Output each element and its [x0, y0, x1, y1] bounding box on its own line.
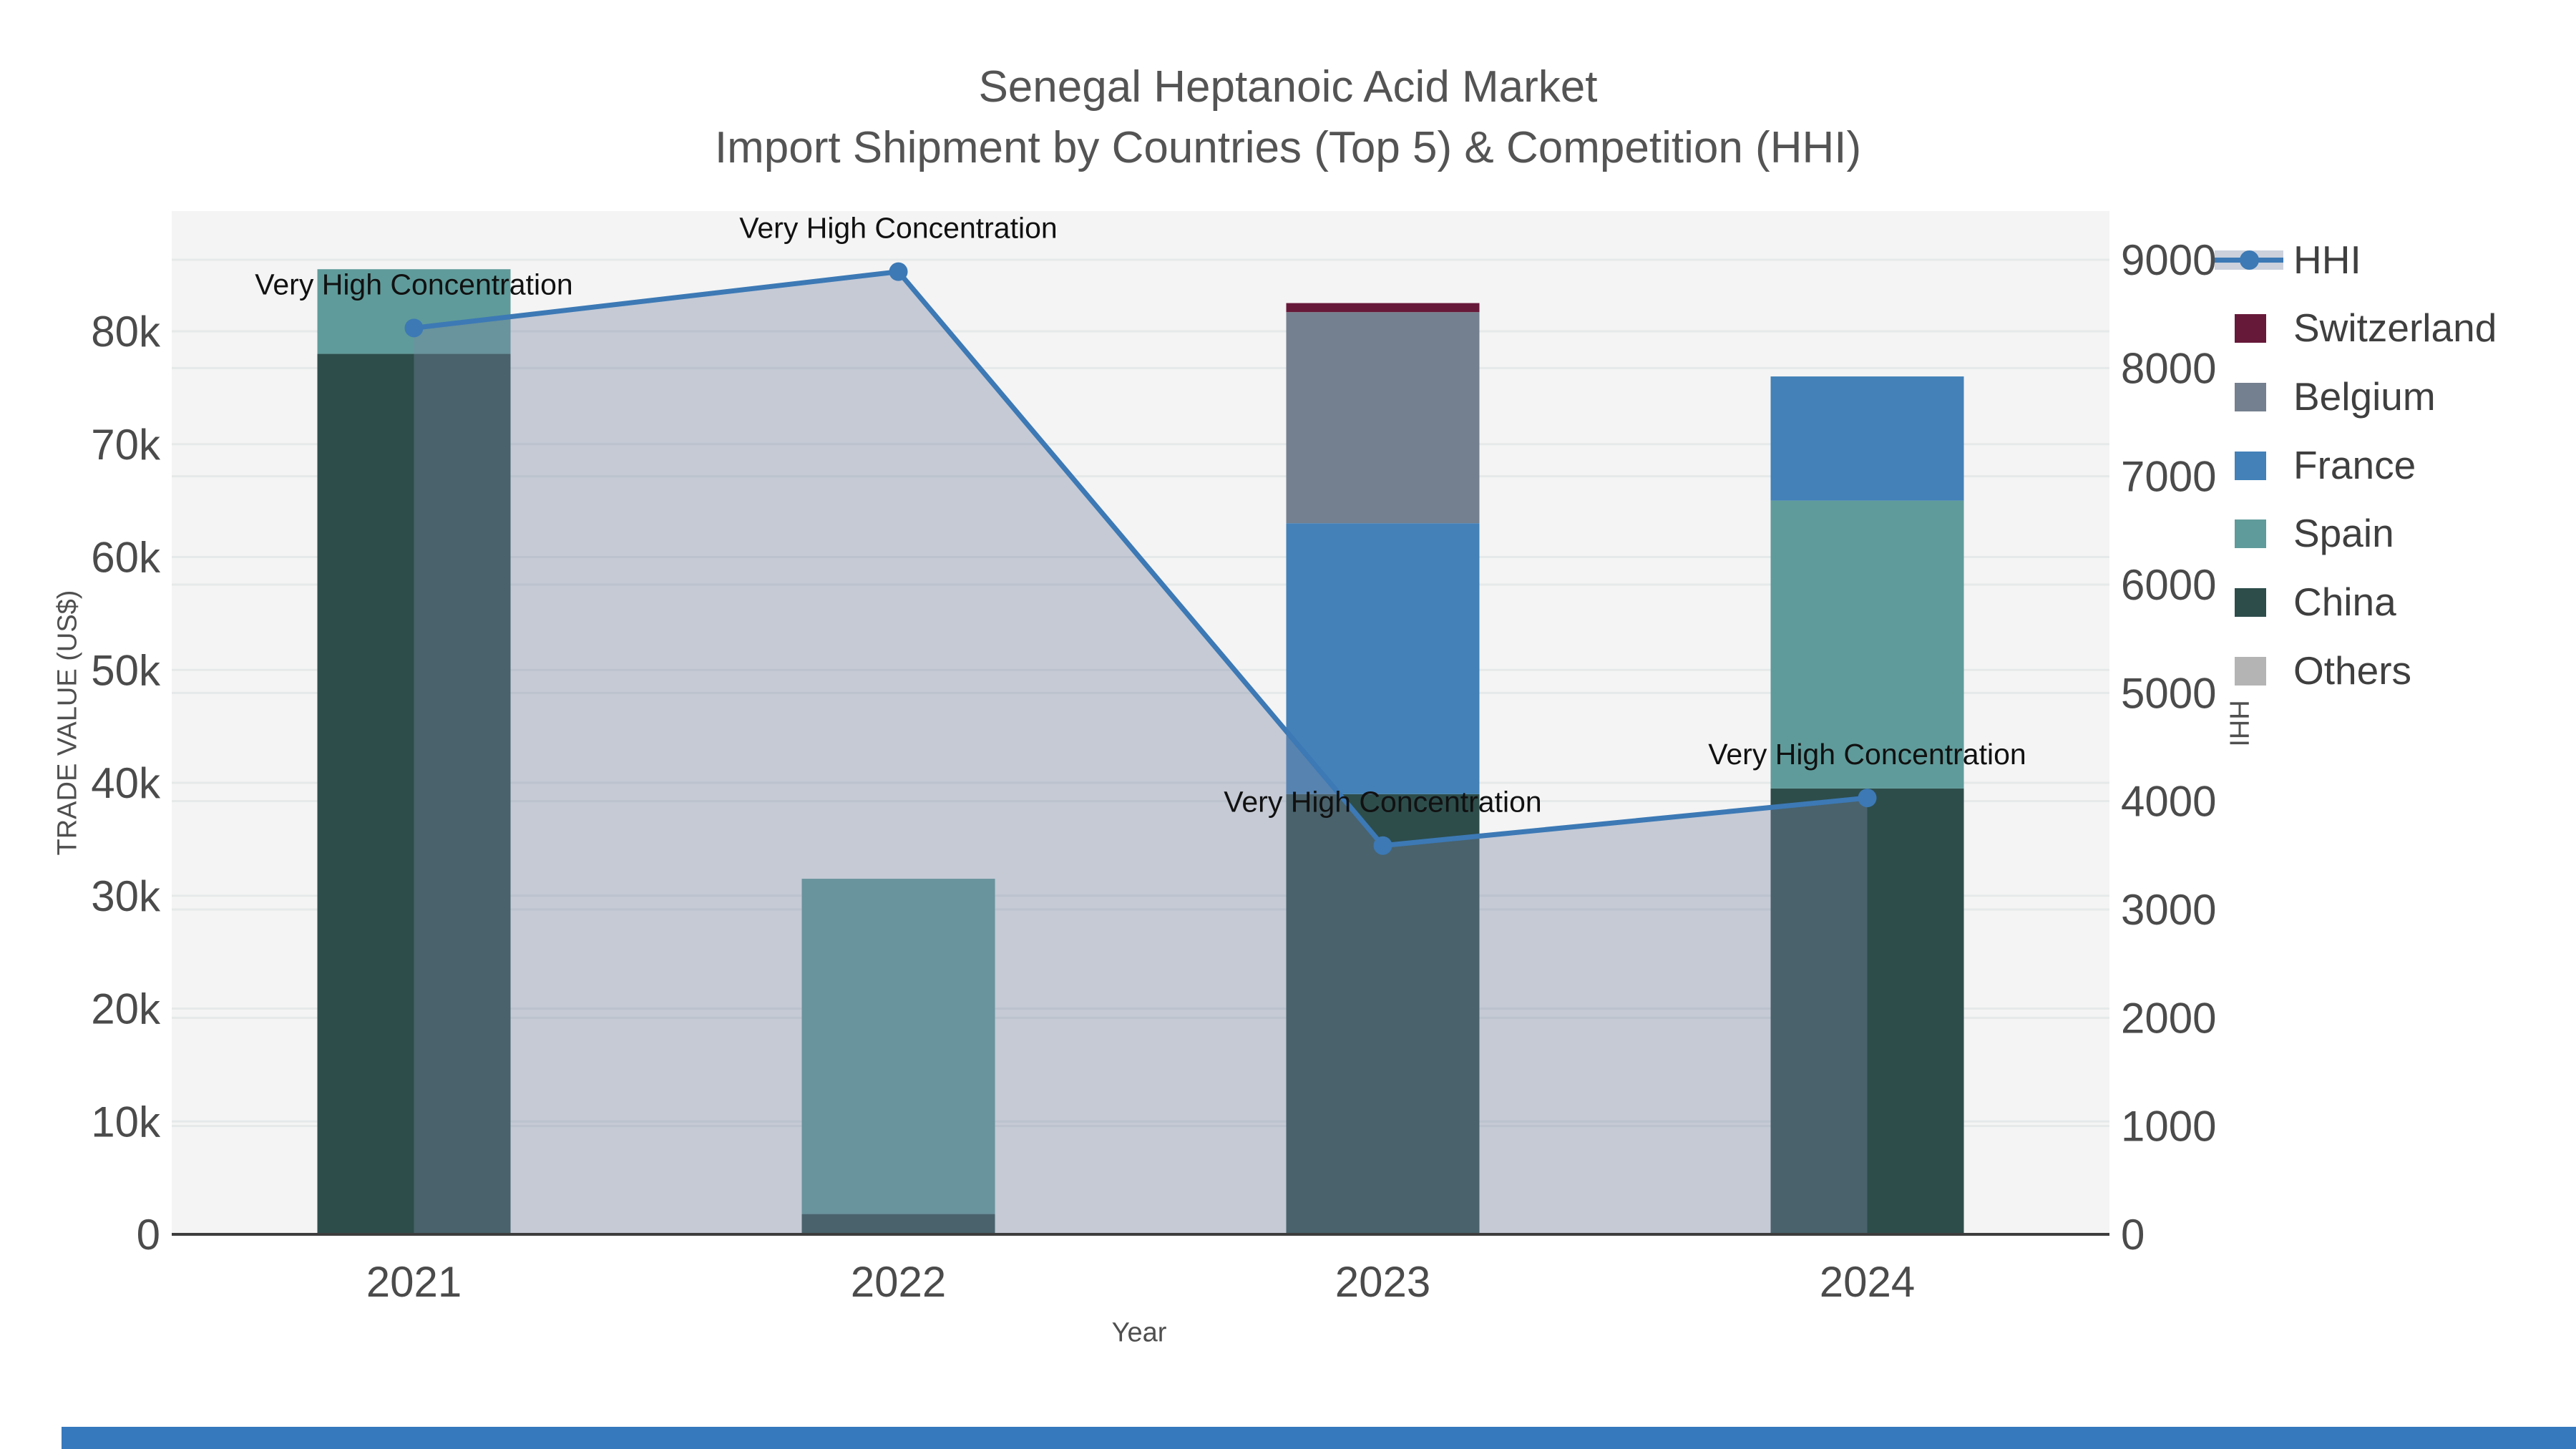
y-right-tick-label: 2000 — [2121, 994, 2216, 1042]
bar-segment-china-2021 — [317, 353, 511, 1234]
bar-segment-belgium-2023 — [1286, 312, 1480, 524]
legend-label: Others — [2293, 648, 2412, 693]
x-tick-label: 2021 — [366, 1258, 462, 1306]
legend-label: HHI — [2293, 238, 2361, 282]
hhi-line-icon — [2215, 237, 2283, 283]
chart-title: Senegal Heptanoic Acid Market — [978, 62, 1598, 112]
y-right-tick-label: 3000 — [2121, 886, 2216, 934]
color-swatch-icon — [2215, 374, 2283, 419]
y-left-tick-label: 0 — [137, 1211, 160, 1259]
color-swatch-icon — [2215, 510, 2283, 556]
legend-item-spain[interactable]: Spain — [2215, 510, 2394, 556]
bar-segment-switzerland-2023 — [1286, 303, 1480, 313]
color-swatch-icon — [2215, 579, 2283, 625]
x-tick-label: 2024 — [1820, 1258, 1915, 1306]
color-swatch-icon — [2215, 648, 2283, 693]
hhi-marker-2023 — [1373, 836, 1392, 855]
legend-item-others[interactable]: Others — [2215, 648, 2411, 693]
y-right-tick-label: 0 — [2121, 1211, 2145, 1259]
bar-segment-spain-2024 — [1770, 500, 1964, 789]
y-right-tick-label: 7000 — [2121, 453, 2216, 501]
legend-item-china[interactable]: China — [2215, 579, 2396, 625]
legend-item-belgium[interactable]: Belgium — [2215, 374, 2436, 419]
y-left-tick-label: 60k — [91, 534, 161, 582]
y-axis-title-left: TRADE VALUE (US$) — [52, 590, 83, 856]
y-left-tick-label: 10k — [91, 1098, 161, 1146]
annotation-2022: Very High Concentration — [739, 212, 1057, 245]
y-left-tick-label: 50k — [91, 646, 161, 694]
x-tick-label: 2022 — [851, 1258, 946, 1306]
legend-label: Belgium — [2293, 374, 2436, 419]
legend-item-france[interactable]: France — [2215, 442, 2416, 488]
legend-item-switzerland[interactable]: Switzerland — [2215, 305, 2497, 351]
legend-label: Spain — [2293, 511, 2394, 555]
bar-segment-france-2024 — [1770, 376, 1964, 501]
legend-item-hhi[interactable]: HHI — [2215, 237, 2361, 283]
x-axis-title: Year — [1111, 1317, 1167, 1348]
bar-segment-france-2023 — [1286, 523, 1480, 794]
y-axis-title-right: HHI — [2223, 700, 2254, 747]
chart-subtitle: Import Shipment by Countries (Top 5) & C… — [714, 123, 1862, 172]
y-left-tick-label: 30k — [91, 872, 161, 920]
y-right-tick-label: 5000 — [2121, 669, 2216, 717]
color-swatch-icon — [2215, 442, 2283, 488]
annotation-2023: Very High Concentration — [1224, 786, 1541, 819]
hhi-marker-2024 — [1858, 789, 1877, 808]
annotation-2024: Very High Concentration — [1708, 738, 2026, 771]
y-right-tick-label: 1000 — [2121, 1103, 2216, 1151]
y-right-tick-label: 4000 — [2121, 778, 2216, 826]
hhi-marker-2022 — [889, 262, 908, 281]
legend-label: Switzerland — [2293, 306, 2497, 350]
y-right-tick-label: 8000 — [2121, 344, 2216, 392]
hhi-line — [414, 268, 1868, 849]
hhi-area-fill — [414, 271, 1868, 1234]
y-left-tick-label: 70k — [91, 421, 161, 469]
bar-segment-china-2024 — [1770, 788, 1964, 1234]
y-left-tick-label: 40k — [91, 759, 161, 807]
bar-segment-china-2023 — [1286, 794, 1480, 1234]
legend-label: China — [2293, 580, 2396, 624]
horizontal-scrollbar-thumb[interactable] — [62, 1427, 2576, 1449]
y-right-tick-label: 9000 — [2121, 236, 2216, 284]
legend-label: France — [2293, 443, 2416, 487]
y-left-tick-label: 80k — [91, 308, 161, 356]
bar-segment-spain-2021 — [317, 269, 511, 354]
bar-segment-spain-2022 — [801, 879, 995, 1214]
hhi-marker-2021 — [404, 318, 424, 338]
x-tick-label: 2023 — [1335, 1258, 1430, 1306]
annotation-2021: Very High Concentration — [255, 268, 572, 301]
color-swatch-icon — [2215, 305, 2283, 351]
y-left-tick-label: 20k — [91, 985, 161, 1033]
y-right-tick-label: 6000 — [2121, 561, 2216, 609]
bar-segment-china-2022 — [801, 1214, 995, 1234]
